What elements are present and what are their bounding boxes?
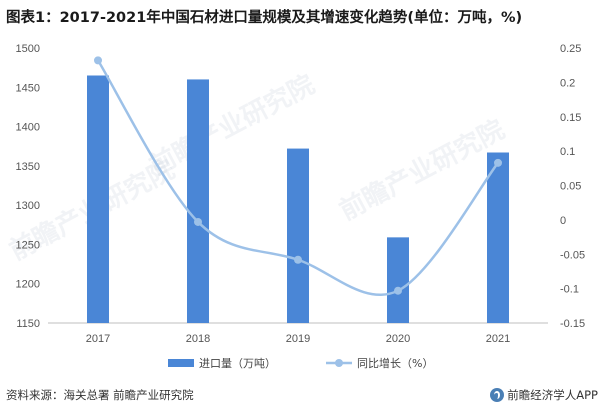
bar-2019 bbox=[287, 148, 309, 323]
right-axis-tick-label: -0.05 bbox=[560, 249, 585, 261]
right-axis: -0.15 -0.1 -0.05 0 0.05 0.1 0.15 0.2 0.25 bbox=[560, 43, 585, 330]
left-axis-tick-label: 1350 bbox=[16, 161, 40, 173]
source-text: 资料来源：海关总署 前瞻产业研究院 bbox=[6, 388, 194, 402]
left-axis-tick-label: 1500 bbox=[16, 43, 40, 55]
legend: 进口量（万吨） 同比增长（%） bbox=[168, 356, 433, 370]
x-axis-tick-label: 2021 bbox=[486, 333, 510, 345]
brand: 前瞻经济学人APP bbox=[490, 387, 598, 403]
legend-line-marker bbox=[335, 359, 343, 367]
right-axis-tick-label: 0.1 bbox=[560, 146, 575, 158]
bar-2017 bbox=[87, 75, 109, 323]
bar-2021 bbox=[487, 152, 509, 323]
right-axis-tick-label: -0.15 bbox=[560, 318, 585, 330]
left-axis-tick-label: 1300 bbox=[16, 200, 40, 212]
growth-point-2020 bbox=[394, 286, 402, 295]
growth-point-2017 bbox=[94, 56, 102, 65]
right-axis-tick-label: 0.15 bbox=[560, 112, 581, 124]
x-axis-tick-label: 2017 bbox=[86, 333, 110, 345]
left-axis-tick-label: 1200 bbox=[16, 279, 40, 291]
growth-point-2021 bbox=[494, 158, 502, 167]
x-axis-tick-label: 2018 bbox=[186, 333, 210, 345]
left-axis-tick-label: 1400 bbox=[16, 122, 40, 134]
legend-bar-swatch bbox=[168, 359, 194, 367]
left-axis-tick-label: 1450 bbox=[16, 82, 40, 94]
bar-2018 bbox=[187, 79, 209, 323]
left-axis-tick-label: 1150 bbox=[16, 318, 40, 330]
line-series bbox=[94, 56, 502, 297]
chart-title: 图表1：2017-2021年中国石材进口量规模及其增速变化趋势(单位：万吨，%) bbox=[6, 10, 523, 26]
bar-series bbox=[87, 75, 509, 323]
right-axis-tick-label: 0.05 bbox=[560, 181, 581, 193]
growth-point-2019 bbox=[294, 255, 302, 264]
footer: 资料来源：海关总署 前瞻产业研究院 前瞻经济学人APP bbox=[6, 387, 598, 407]
x-axis-tick-label: 2020 bbox=[386, 333, 410, 345]
legend-line-label: 同比增长（%） bbox=[357, 356, 433, 370]
right-axis-tick-label: 0.25 bbox=[560, 43, 581, 55]
left-axis: 1150 1200 1250 1300 1350 1400 1450 1500 bbox=[16, 43, 40, 330]
left-axis-tick-label: 1250 bbox=[16, 239, 40, 251]
brand-logo-icon bbox=[490, 388, 505, 402]
legend-bar-label: 进口量（万吨） bbox=[199, 357, 276, 370]
growth-point-2018 bbox=[194, 217, 202, 226]
x-axis-labels: 2017 2018 2019 2020 2021 bbox=[86, 333, 510, 345]
right-axis-tick-label: 0.2 bbox=[560, 77, 575, 89]
bar-2020 bbox=[387, 237, 409, 323]
x-axis-tick-label: 2019 bbox=[286, 333, 310, 345]
brand-label: 前瞻经济学人APP bbox=[507, 388, 598, 402]
right-axis-tick-label: -0.1 bbox=[560, 284, 579, 296]
right-axis-tick-label: 0 bbox=[560, 215, 566, 227]
